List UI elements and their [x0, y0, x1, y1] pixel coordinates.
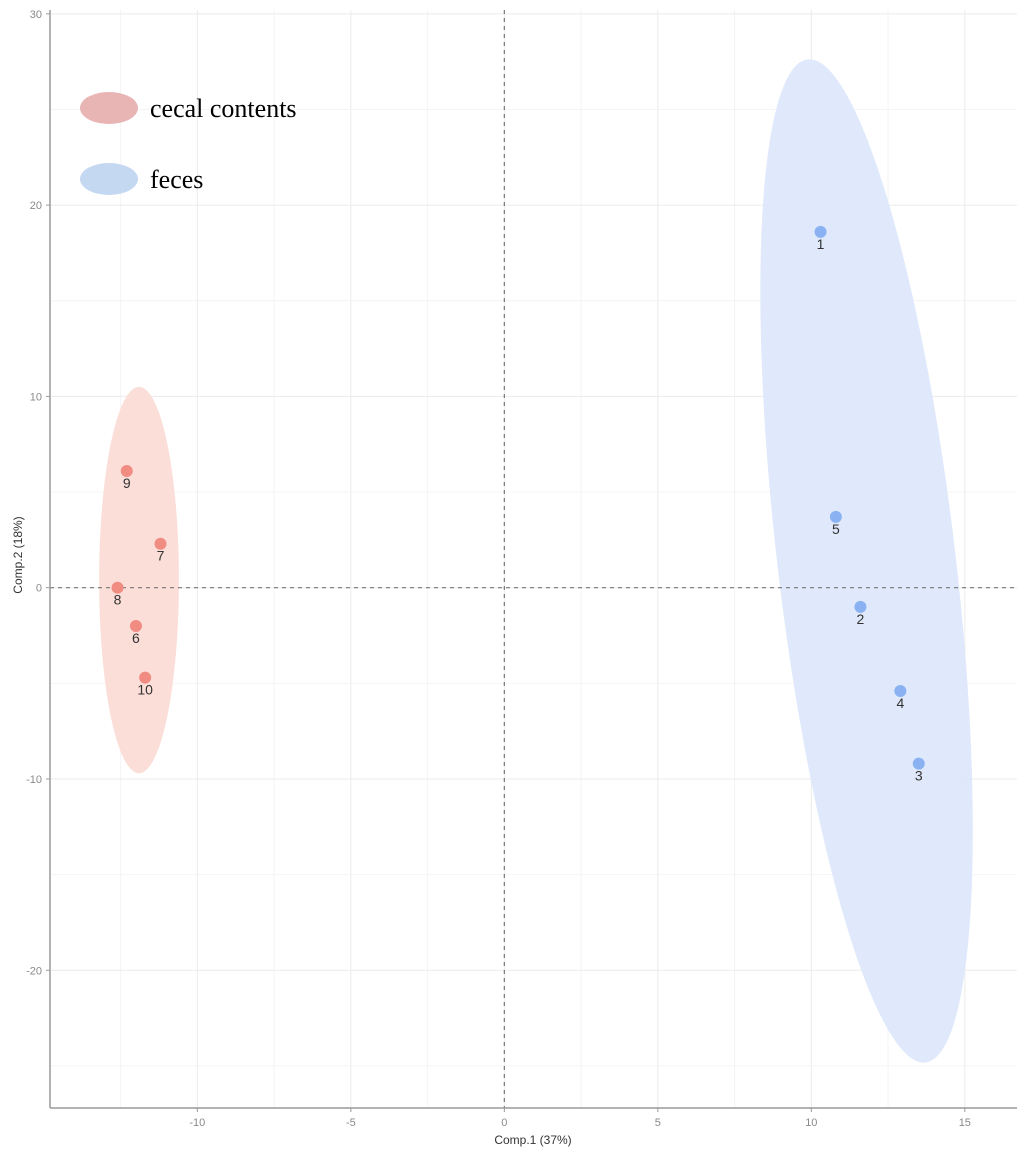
- x-tick-label: -10: [189, 1117, 205, 1129]
- point-label: 1: [817, 236, 825, 252]
- data-points: [111, 225, 925, 770]
- data-point: [814, 225, 827, 238]
- y-tick-label: 30: [30, 9, 42, 21]
- point-label: 2: [857, 611, 865, 627]
- data-point: [129, 619, 142, 632]
- point-labels: 6 7 8 9 10 1 2 3 4 5: [114, 236, 923, 784]
- y-axis-title: Comp.2 (18%): [11, 516, 25, 593]
- point-label: 4: [896, 695, 904, 711]
- data-point: [854, 600, 867, 613]
- y-tick-label: 10: [30, 391, 42, 403]
- point-label: 8: [114, 592, 122, 608]
- axes: [49, 10, 1017, 1109]
- point-label: 5: [832, 521, 840, 537]
- y-tick-label: -20: [26, 965, 42, 977]
- confidence-ellipse: [760, 59, 973, 1063]
- legend-swatch: [80, 163, 138, 195]
- reference-lines: [50, 10, 1017, 1108]
- point-label: 10: [137, 682, 153, 698]
- point-label: 3: [915, 768, 923, 784]
- legend: cecal contents feces: [80, 92, 297, 195]
- y-tick-label: 0: [36, 583, 42, 595]
- data-point: [111, 581, 124, 594]
- confidence-ellipses: [99, 59, 973, 1063]
- data-point: [829, 510, 842, 523]
- x-tick-label: 10: [805, 1117, 817, 1129]
- legend-label: feces: [150, 165, 203, 194]
- legend-swatch: [80, 92, 138, 124]
- point-label: 6: [132, 630, 140, 646]
- data-point: [894, 684, 907, 697]
- data-point: [120, 465, 133, 478]
- point-label: 7: [157, 548, 165, 564]
- confidence-ellipse: [99, 386, 179, 774]
- y-tick-label: -10: [26, 774, 42, 786]
- y-tick-label: 20: [30, 200, 42, 212]
- x-tick-label: -5: [346, 1117, 356, 1129]
- x-tick-label: 0: [501, 1117, 507, 1129]
- x-tick-label: 15: [959, 1117, 971, 1129]
- x-tick-label: 5: [655, 1117, 661, 1129]
- data-point: [154, 537, 167, 550]
- point-label: 9: [123, 475, 131, 491]
- data-point: [912, 757, 925, 770]
- data-point: [139, 671, 152, 684]
- x-axis-title: Comp.1 (37%): [494, 1133, 571, 1147]
- legend-label: cecal contents: [150, 94, 297, 123]
